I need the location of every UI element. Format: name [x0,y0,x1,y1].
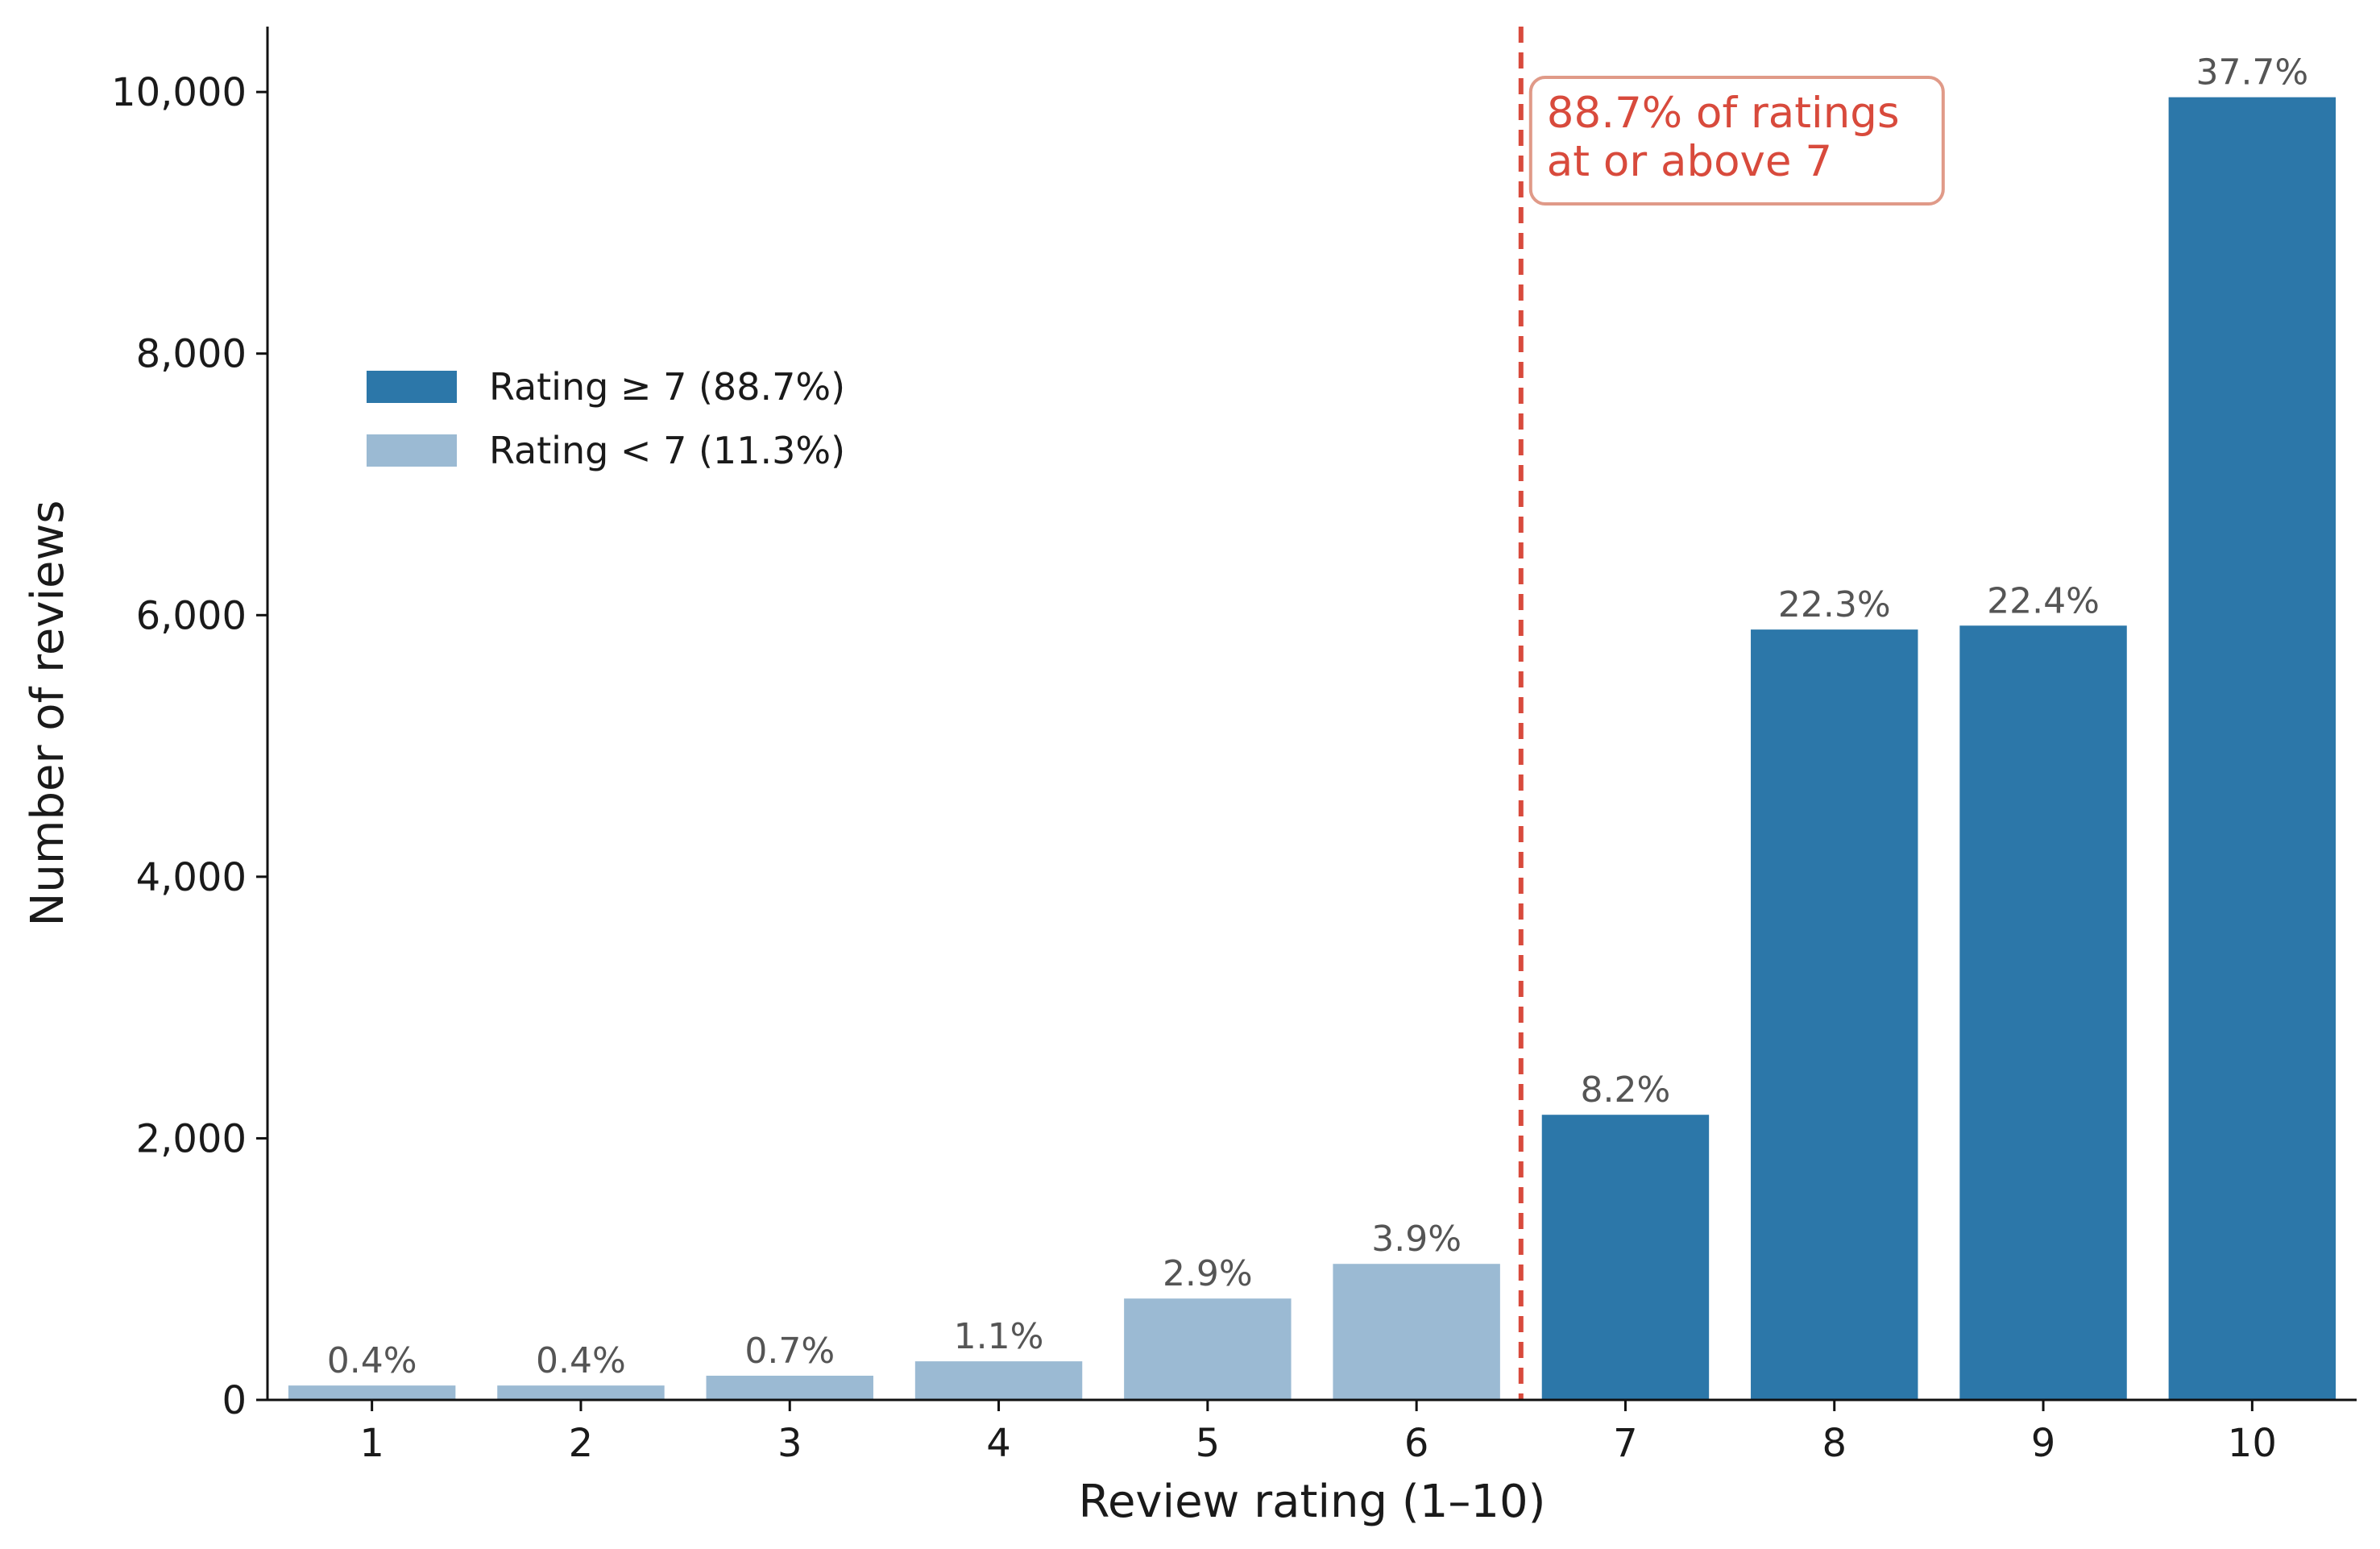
bar-3 [706,1375,873,1400]
bars [288,97,2336,1401]
x-tick-label: 6 [1404,1421,1429,1466]
x-tick-label: 2 [569,1421,594,1466]
bar-label-2: 0.4% [536,1340,626,1381]
x-tick-label: 9 [2031,1421,2056,1466]
annotation-line-2: at or above 7 [1547,137,1832,186]
bar-label-1: 0.4% [327,1340,417,1381]
annotation-box: 88.7% of ratings at or above 7 [1528,76,1945,206]
annotation-line-1: 88.7% of ratings [1547,89,1900,138]
bar-9 [1959,625,2127,1400]
x-tick-label: 1 [359,1421,384,1466]
bar-label-10: 37.7% [2195,52,2308,93]
x-tick-label: 7 [1613,1421,1638,1466]
legend-label-high: Rating ≥ 7 (88.7%) [489,365,845,409]
legend-swatch-low [367,434,457,467]
bar-8 [1751,629,1918,1400]
y-tick-label: 10,000 [111,70,247,115]
legend-swatch-high [367,371,457,403]
y-tick-label: 2,000 [136,1116,247,1161]
bar-6 [1333,1264,1500,1400]
y-tick-label: 0 [222,1378,247,1423]
bar-label-6: 3.9% [1371,1219,1462,1260]
bar-7 [1541,1115,1710,1400]
bar-label-7: 8.2% [1581,1069,1671,1111]
bar-label-3: 0.7% [744,1331,835,1372]
axes [266,27,2357,1402]
x-tick-label: 10 [2228,1421,2277,1466]
bar-label-4: 1.1% [954,1316,1044,1357]
y-tick-label: 6,000 [136,593,247,638]
x-tick-label: 4 [986,1421,1011,1466]
x-tick-label: 8 [1822,1421,1847,1466]
x-ticks: 1 2 3 4 5 6 7 8 9 10 [359,1400,2277,1466]
bar-label-5: 2.9% [1163,1253,1253,1294]
x-tick-label: 5 [1196,1421,1221,1466]
bar-2 [497,1385,665,1400]
bar-4 [914,1361,1083,1400]
bar-1 [288,1385,456,1400]
legend: Rating ≥ 7 (88.7%) Rating < 7 (11.3%) [367,365,845,472]
x-axis-title: Review rating (1–10) [1079,1476,1546,1528]
y-tick-label: 4,000 [136,855,247,900]
annotation-frame [1528,76,1945,206]
legend-label-low: Rating < 7 (11.3%) [489,429,845,472]
bar-labels: 0.4% 0.4% 0.7% 1.1% 2.9% 3.9% 8.2% 22.3% 22.4% 37… [327,52,2308,1382]
y-tick-label: 8,000 [136,332,247,377]
y-axis-title: Number of reviews [22,500,74,927]
bar-10 [2168,97,2336,1401]
bar-label-9: 22.4% [1987,580,2100,621]
bar-5 [1124,1298,1292,1400]
y-ticks: 0 2,000 4,000 6,000 8,000 10,000 [111,70,267,1423]
x-tick-label: 3 [777,1421,802,1466]
bar-label-8: 22.3% [1778,584,1891,625]
